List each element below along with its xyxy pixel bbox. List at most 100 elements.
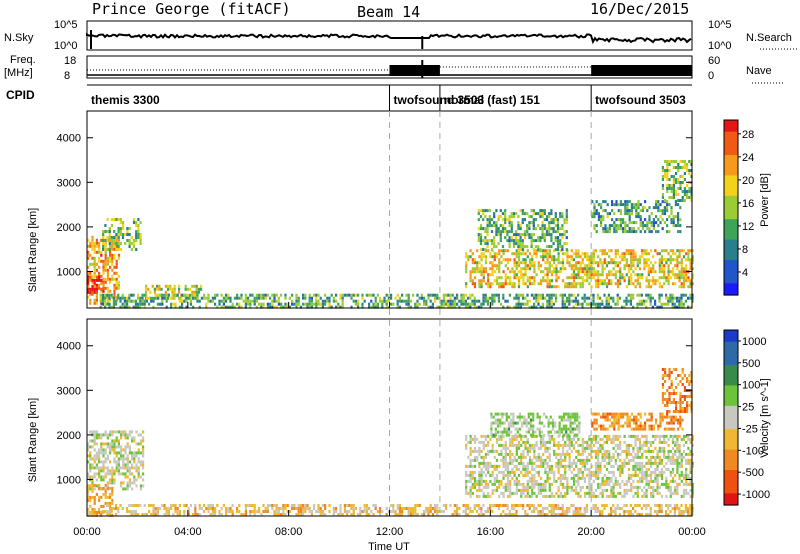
power-cell (602, 200, 605, 204)
velocity-cell (469, 479, 472, 483)
power-cell (600, 203, 603, 207)
power-cell (111, 295, 114, 299)
power-cell (622, 230, 625, 234)
power-cell (121, 227, 125, 230)
velocity-cell (678, 461, 681, 465)
velocity-cell (592, 473, 595, 477)
velocity-cell (546, 513, 549, 516)
velocity-cell (112, 507, 115, 510)
velocity-cell (518, 418, 522, 422)
power-cell (574, 299, 577, 303)
power-cell (601, 270, 604, 274)
power-cell (565, 242, 568, 246)
velocity-cell (687, 458, 690, 462)
velocity-cell (253, 510, 256, 513)
power-cell (647, 258, 650, 262)
velocity-cell (95, 472, 98, 476)
power-cell (661, 187, 664, 190)
power-cell (128, 245, 131, 248)
power-cell (112, 296, 115, 300)
velocity-cell (142, 451, 145, 455)
velocity-cell (555, 461, 558, 465)
velocity-cell (619, 458, 622, 462)
power-cell (611, 200, 614, 204)
power-cell (104, 239, 107, 242)
power-cell (249, 293, 252, 297)
power-cell (95, 241, 98, 245)
velocity-cell (652, 470, 655, 474)
power-cell (473, 258, 477, 262)
velocity-cell (572, 488, 576, 492)
power-cell (89, 244, 92, 248)
velocity-cell (492, 421, 495, 425)
velocity-cell (308, 510, 311, 513)
power-cell (671, 296, 674, 300)
velocity-cell (434, 507, 437, 510)
power-cell (688, 160, 691, 163)
velocity-cell (645, 455, 648, 459)
power-cell (543, 227, 546, 231)
velocity-cell (569, 427, 572, 431)
power-cell (559, 245, 562, 249)
power-cell (495, 221, 498, 225)
velocity-cell (502, 446, 505, 450)
velocity-cell (645, 504, 648, 507)
velocity-cell (680, 455, 683, 459)
velocity-cell (352, 510, 355, 513)
power-cell (600, 215, 603, 219)
velocity-cell (680, 479, 683, 483)
power-cell (655, 200, 658, 204)
velocity-cell (570, 485, 573, 489)
velocity-cell (636, 473, 639, 477)
velocity-cell (505, 415, 508, 419)
power-cell (568, 261, 571, 265)
power-cell (559, 270, 562, 274)
power-cell (676, 261, 679, 265)
power-cell (517, 239, 520, 243)
power-cell (605, 302, 608, 306)
velocity-cell (669, 458, 672, 462)
power-cell (271, 293, 274, 297)
velocity-cell (687, 507, 690, 510)
power-cell (544, 261, 547, 265)
velocity-cell (559, 458, 562, 462)
velocity-cell (641, 470, 644, 474)
velocity-cell (120, 445, 123, 449)
power-cell (484, 236, 487, 240)
power-cell (339, 293, 342, 297)
velocity-cell (321, 504, 324, 507)
power-cell (508, 218, 511, 222)
power-cell (484, 267, 488, 271)
velocity-cell (539, 446, 543, 450)
power-cell (286, 305, 289, 309)
velocity-cell (616, 464, 620, 468)
power-cell (624, 200, 627, 204)
power-cell (491, 255, 494, 259)
velocity-cell (547, 421, 550, 425)
power-cell (561, 233, 564, 237)
velocity-cell (277, 513, 280, 516)
power-cell (137, 224, 140, 227)
velocity-cell (656, 485, 659, 489)
power-cell (205, 305, 208, 309)
velocity-cell (385, 507, 388, 510)
velocity-cell (560, 415, 563, 419)
velocity-cell (634, 443, 637, 447)
velocity-cell (517, 504, 520, 507)
velocity-cell (656, 510, 659, 513)
velocity-cell (509, 437, 512, 441)
velocity-cell (91, 481, 94, 485)
power-cell (480, 279, 483, 283)
power-cell (506, 282, 510, 286)
velocity-cell (478, 504, 481, 507)
velocity-cell (553, 437, 556, 441)
power-cell (626, 209, 629, 213)
velocity-cell (588, 476, 591, 480)
velocity-cell (674, 458, 677, 462)
velocity-cell (533, 476, 536, 480)
power-cell (594, 302, 597, 306)
velocity-cell (660, 446, 664, 450)
power-cell (666, 203, 669, 207)
power-cell (528, 252, 532, 256)
power-cell (508, 230, 511, 234)
